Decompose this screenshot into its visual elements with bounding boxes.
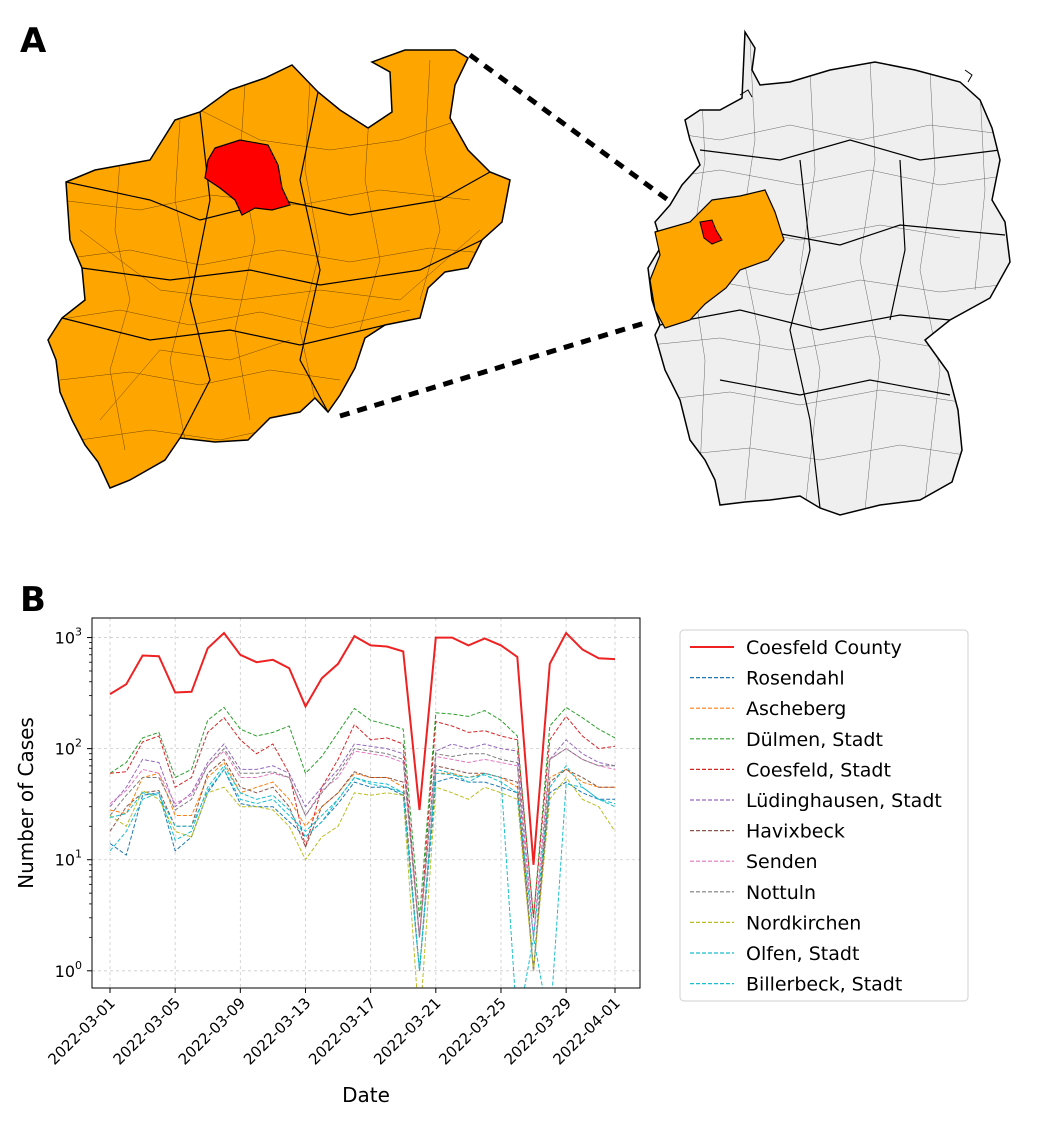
- grid-lines: [92, 618, 640, 988]
- x-tick-label: 2022-03-17: [305, 994, 379, 1068]
- legend-box: [679, 629, 969, 1002]
- germany-nrw-highlight: [649, 189, 785, 329]
- series-line: [109, 768, 616, 988]
- series-line: [109, 631, 616, 865]
- y-tick-label: 103: [55, 626, 82, 648]
- germany-map: [647, 29, 1011, 516]
- series-line: [109, 776, 616, 988]
- panel-a-label: A: [20, 21, 47, 61]
- y-ticks: 100 101 102 103: [55, 626, 92, 981]
- x-ticks: 2022-03-012022-03-052022-03-092022-03-13…: [44, 988, 624, 1068]
- x-tick-label: 2022-03-25: [435, 994, 509, 1068]
- legend-label: Lüdinghausen, Stadt: [746, 790, 942, 812]
- panel-b-label: B: [20, 580, 46, 620]
- y-axis-label: Number of Cases: [14, 717, 38, 889]
- series-line: [109, 715, 616, 938]
- legend-label: Billerbeck, Stadt: [746, 974, 902, 996]
- legend-label: Nordkirchen: [746, 912, 861, 934]
- legend-label: Nottuln: [746, 882, 816, 904]
- series-line: [109, 764, 616, 971]
- legend-label: Coesfeld County: [746, 637, 902, 659]
- legend-label: Senden: [746, 851, 818, 873]
- plot-frame: [91, 617, 641, 989]
- x-tick-label: 2022-03-09: [175, 994, 249, 1068]
- legend-label: Ascheberg: [746, 698, 846, 720]
- series-line: [109, 747, 615, 971]
- map-panel: [47, 29, 1011, 516]
- connector-line-top: [468, 52, 670, 203]
- y-tick-label: 102: [55, 737, 82, 759]
- series-lines: [109, 631, 616, 988]
- x-axis-label: Date: [342, 1083, 390, 1107]
- legend-label: Havixbeck: [746, 821, 845, 843]
- x-tick-label: 2022-03-21: [370, 994, 444, 1068]
- x-tick-label: 2022-03-05: [110, 994, 184, 1068]
- series-line: [109, 706, 616, 918]
- legend: Coesfeld County Rosendahl Ascheberg Dülmen,…: [679, 629, 969, 1002]
- x-tick-label: 2022-03-13: [240, 994, 314, 1068]
- series-line: [109, 748, 616, 938]
- legend-label: Rosendahl: [746, 668, 845, 690]
- coesfeld-county-highlight: [204, 139, 291, 216]
- y-tick-label: 101: [55, 848, 82, 870]
- legend-label: Olfen, Stadt: [746, 943, 859, 965]
- legend-label: Coesfeld, Stadt: [746, 759, 891, 781]
- germany-coesfeld-highlight: [699, 219, 723, 245]
- nrw-state-map: [47, 49, 511, 489]
- legend-label: Dülmen, Stadt: [746, 729, 883, 751]
- series-line: [109, 758, 615, 971]
- x-tick-label: 2022-03-01: [44, 994, 118, 1068]
- connector-line-bottom: [339, 319, 649, 419]
- y-tick-label: 100: [55, 959, 82, 981]
